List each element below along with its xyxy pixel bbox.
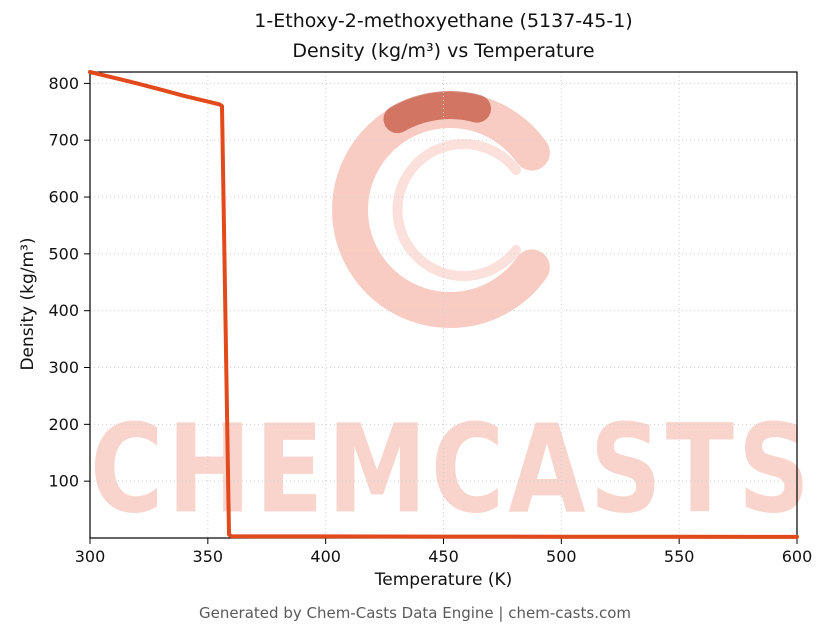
y-tick-label: 600 <box>48 188 79 207</box>
chemcasts-watermark-text: CHEMCASTS <box>90 398 814 541</box>
y-tick-label: 400 <box>48 301 79 320</box>
density-line-series <box>88 70 799 539</box>
y-tick-label: 800 <box>48 74 79 93</box>
x-tick-label: 600 <box>782 547 813 566</box>
chart-title-line2: Density (kg/m³) vs Temperature <box>292 40 595 62</box>
x-tick-label: 500 <box>546 547 577 566</box>
y-tick-label: 200 <box>48 415 79 434</box>
chart-title-line1: 1-Ethoxy-2-methoxyethane (5137-45-1) <box>254 10 633 32</box>
x-tick-label: 300 <box>75 547 106 566</box>
y-tick-label: 300 <box>48 358 79 377</box>
chart-title: 1-Ethoxy-2-methoxyethane (5137-45-1) Den… <box>90 6 797 66</box>
x-axis-label: Temperature (K) <box>374 570 513 590</box>
footer-attribution: Generated by Chem-Casts Data Engine | ch… <box>198 604 632 622</box>
x-tick-label: 400 <box>310 547 341 566</box>
y-tick-label: 700 <box>48 131 79 150</box>
x-tick-label: 450 <box>428 547 459 566</box>
y-tick-label: 100 <box>48 472 79 491</box>
y-axis-label: Density (kg/m³) <box>18 237 38 371</box>
x-tick-label: 550 <box>664 547 695 566</box>
x-tick-label: 350 <box>193 547 224 566</box>
chemcasts-logo-icon <box>332 91 550 328</box>
y-tick-label: 500 <box>48 244 79 263</box>
